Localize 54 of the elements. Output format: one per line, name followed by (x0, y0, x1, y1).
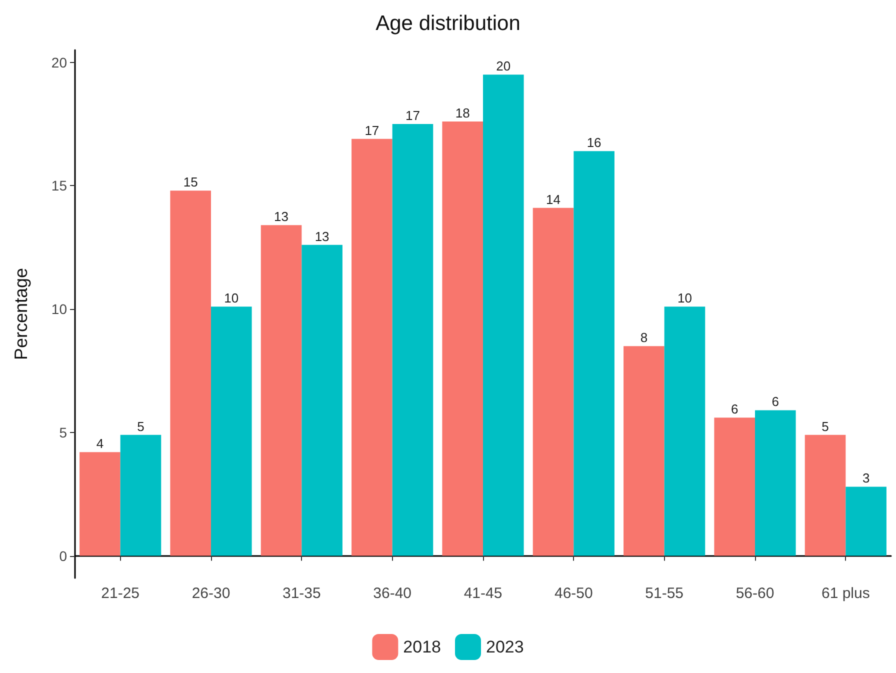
bar (532, 208, 574, 556)
data-label: 6 (730, 402, 738, 417)
bar (302, 244, 342, 556)
data-label: 14 (546, 192, 560, 207)
bar (714, 418, 755, 556)
y-tick-label: 20 (51, 54, 68, 70)
bar (483, 74, 524, 556)
data-label: 15 (183, 174, 198, 190)
bar (624, 346, 664, 556)
data-label: 10 (224, 290, 239, 306)
bar (442, 122, 483, 556)
x-tick-label: 61 plus (821, 585, 870, 602)
y-tick-label: 10 (51, 301, 68, 318)
data-label: 17 (364, 122, 380, 138)
bar (120, 434, 162, 556)
bar (664, 306, 706, 556)
x-tick-label: 41-45 (464, 585, 502, 602)
x-tick-label: 46-50 (554, 585, 593, 602)
bar (352, 138, 392, 556)
bar (846, 486, 886, 556)
x-tick-label: 21-25 (101, 585, 140, 602)
bar (755, 410, 796, 556)
data-label: 3 (862, 470, 870, 486)
y-tick-label: 15 (51, 178, 68, 194)
data-label: 16 (586, 135, 602, 150)
data-label: 6 (772, 394, 780, 410)
bar (170, 190, 211, 556)
bar (392, 124, 434, 556)
data-label: 5 (137, 418, 144, 434)
chart-title: Age distribution (376, 12, 520, 35)
legend-label: 2018 (403, 638, 442, 656)
data-label: 4 (96, 436, 104, 452)
bar (804, 434, 846, 556)
y-tick-label: 0 (59, 548, 68, 564)
legend-label: 2023 (486, 638, 524, 656)
x-tick-label: 36-40 (373, 585, 412, 602)
x-tick-label: 31-35 (282, 585, 321, 602)
data-label: 10 (678, 290, 692, 306)
data-label: 17 (406, 108, 420, 124)
data-label: 8 (640, 330, 648, 346)
x-tick-label: 51-55 (645, 585, 684, 602)
y-axis-title: Percentage (11, 268, 31, 360)
bar (574, 151, 614, 556)
y-tick-label: 5 (59, 424, 68, 440)
bar (260, 225, 302, 556)
data-label: 5 (822, 418, 829, 434)
data-label: 18 (455, 106, 470, 121)
bar (211, 306, 252, 556)
data-label: 13 (314, 228, 330, 244)
x-tick-label: 26-30 (192, 585, 230, 602)
bar (80, 452, 120, 556)
data-label: 13 (274, 209, 288, 224)
x-tick-label: 56-60 (736, 585, 774, 602)
data-label: 20 (496, 58, 511, 74)
